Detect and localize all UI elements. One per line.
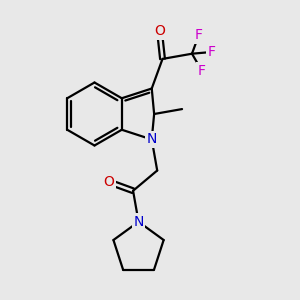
- Text: F: F: [207, 45, 215, 59]
- Text: N: N: [147, 133, 157, 146]
- Text: O: O: [104, 175, 115, 189]
- Text: N: N: [134, 215, 144, 229]
- Text: N: N: [134, 215, 144, 229]
- Text: O: O: [154, 24, 165, 38]
- Text: F: F: [198, 64, 206, 78]
- Text: F: F: [195, 28, 203, 42]
- Text: N: N: [147, 133, 157, 146]
